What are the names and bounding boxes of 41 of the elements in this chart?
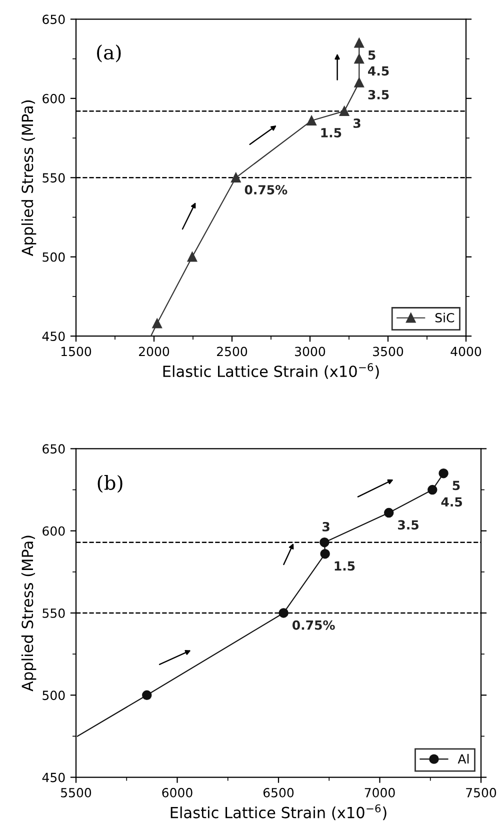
x-tick-label: 2500	[217, 346, 248, 356]
y-axis-title: Applied Stress (MPa)	[21, 536, 36, 692]
x-tick-label: 1500	[61, 346, 92, 356]
y-tick-label: 600	[42, 94, 65, 104]
x-tick-label: 7500	[466, 788, 496, 798]
y-tick-label: 650	[42, 14, 65, 24]
x-tick-label: 5500	[61, 788, 92, 798]
y-tick-label: 650	[42, 444, 65, 454]
x-tick-label: 7000	[364, 788, 395, 798]
legend-label: Al	[458, 754, 469, 764]
x-tick-label: 6500	[263, 788, 294, 798]
x-axis-title: Elastic Lattice Strain (x10$^{−6}$)	[163, 363, 379, 379]
annotation: (a)	[97, 44, 121, 62]
annotation: 0.75%	[244, 185, 288, 194]
x-tick-label: 4000	[450, 346, 482, 356]
x-tick-label: 3500	[373, 346, 404, 356]
y-tick-label: 450	[42, 772, 65, 782]
annotation: 4.5	[368, 66, 389, 76]
annotation: (b)	[98, 474, 122, 493]
y-tick-label: 600	[42, 526, 65, 536]
y-tick-label: 450	[42, 332, 65, 342]
y-tick-label: 550	[42, 173, 65, 183]
x-axis-title: Elastic Lattice Strain (x10$^{−6}$)	[170, 804, 386, 820]
y-tick-label: 550	[42, 608, 65, 618]
annotation: 3.5	[398, 520, 418, 530]
x-tick-label: 2000	[139, 346, 170, 356]
annotation: 4.5	[441, 497, 462, 507]
x-tick-label: 3000	[295, 346, 326, 356]
y-axis-title: Applied Stress (MPa)	[21, 100, 36, 256]
legend-label: SiC	[435, 312, 454, 322]
y-tick-label: 500	[42, 690, 65, 700]
annotation: 1.5	[321, 128, 342, 138]
annotation: 5	[452, 480, 460, 490]
annotation: 3.5	[368, 90, 389, 100]
y-tick-label: 500	[42, 252, 65, 262]
annotation: 3	[322, 522, 330, 532]
annotation: 0.75%	[292, 620, 335, 630]
annotation: 1.5	[334, 561, 355, 571]
annotation: 3	[353, 118, 360, 128]
annotation: 5	[368, 50, 376, 60]
x-tick-label: 6000	[162, 788, 192, 798]
